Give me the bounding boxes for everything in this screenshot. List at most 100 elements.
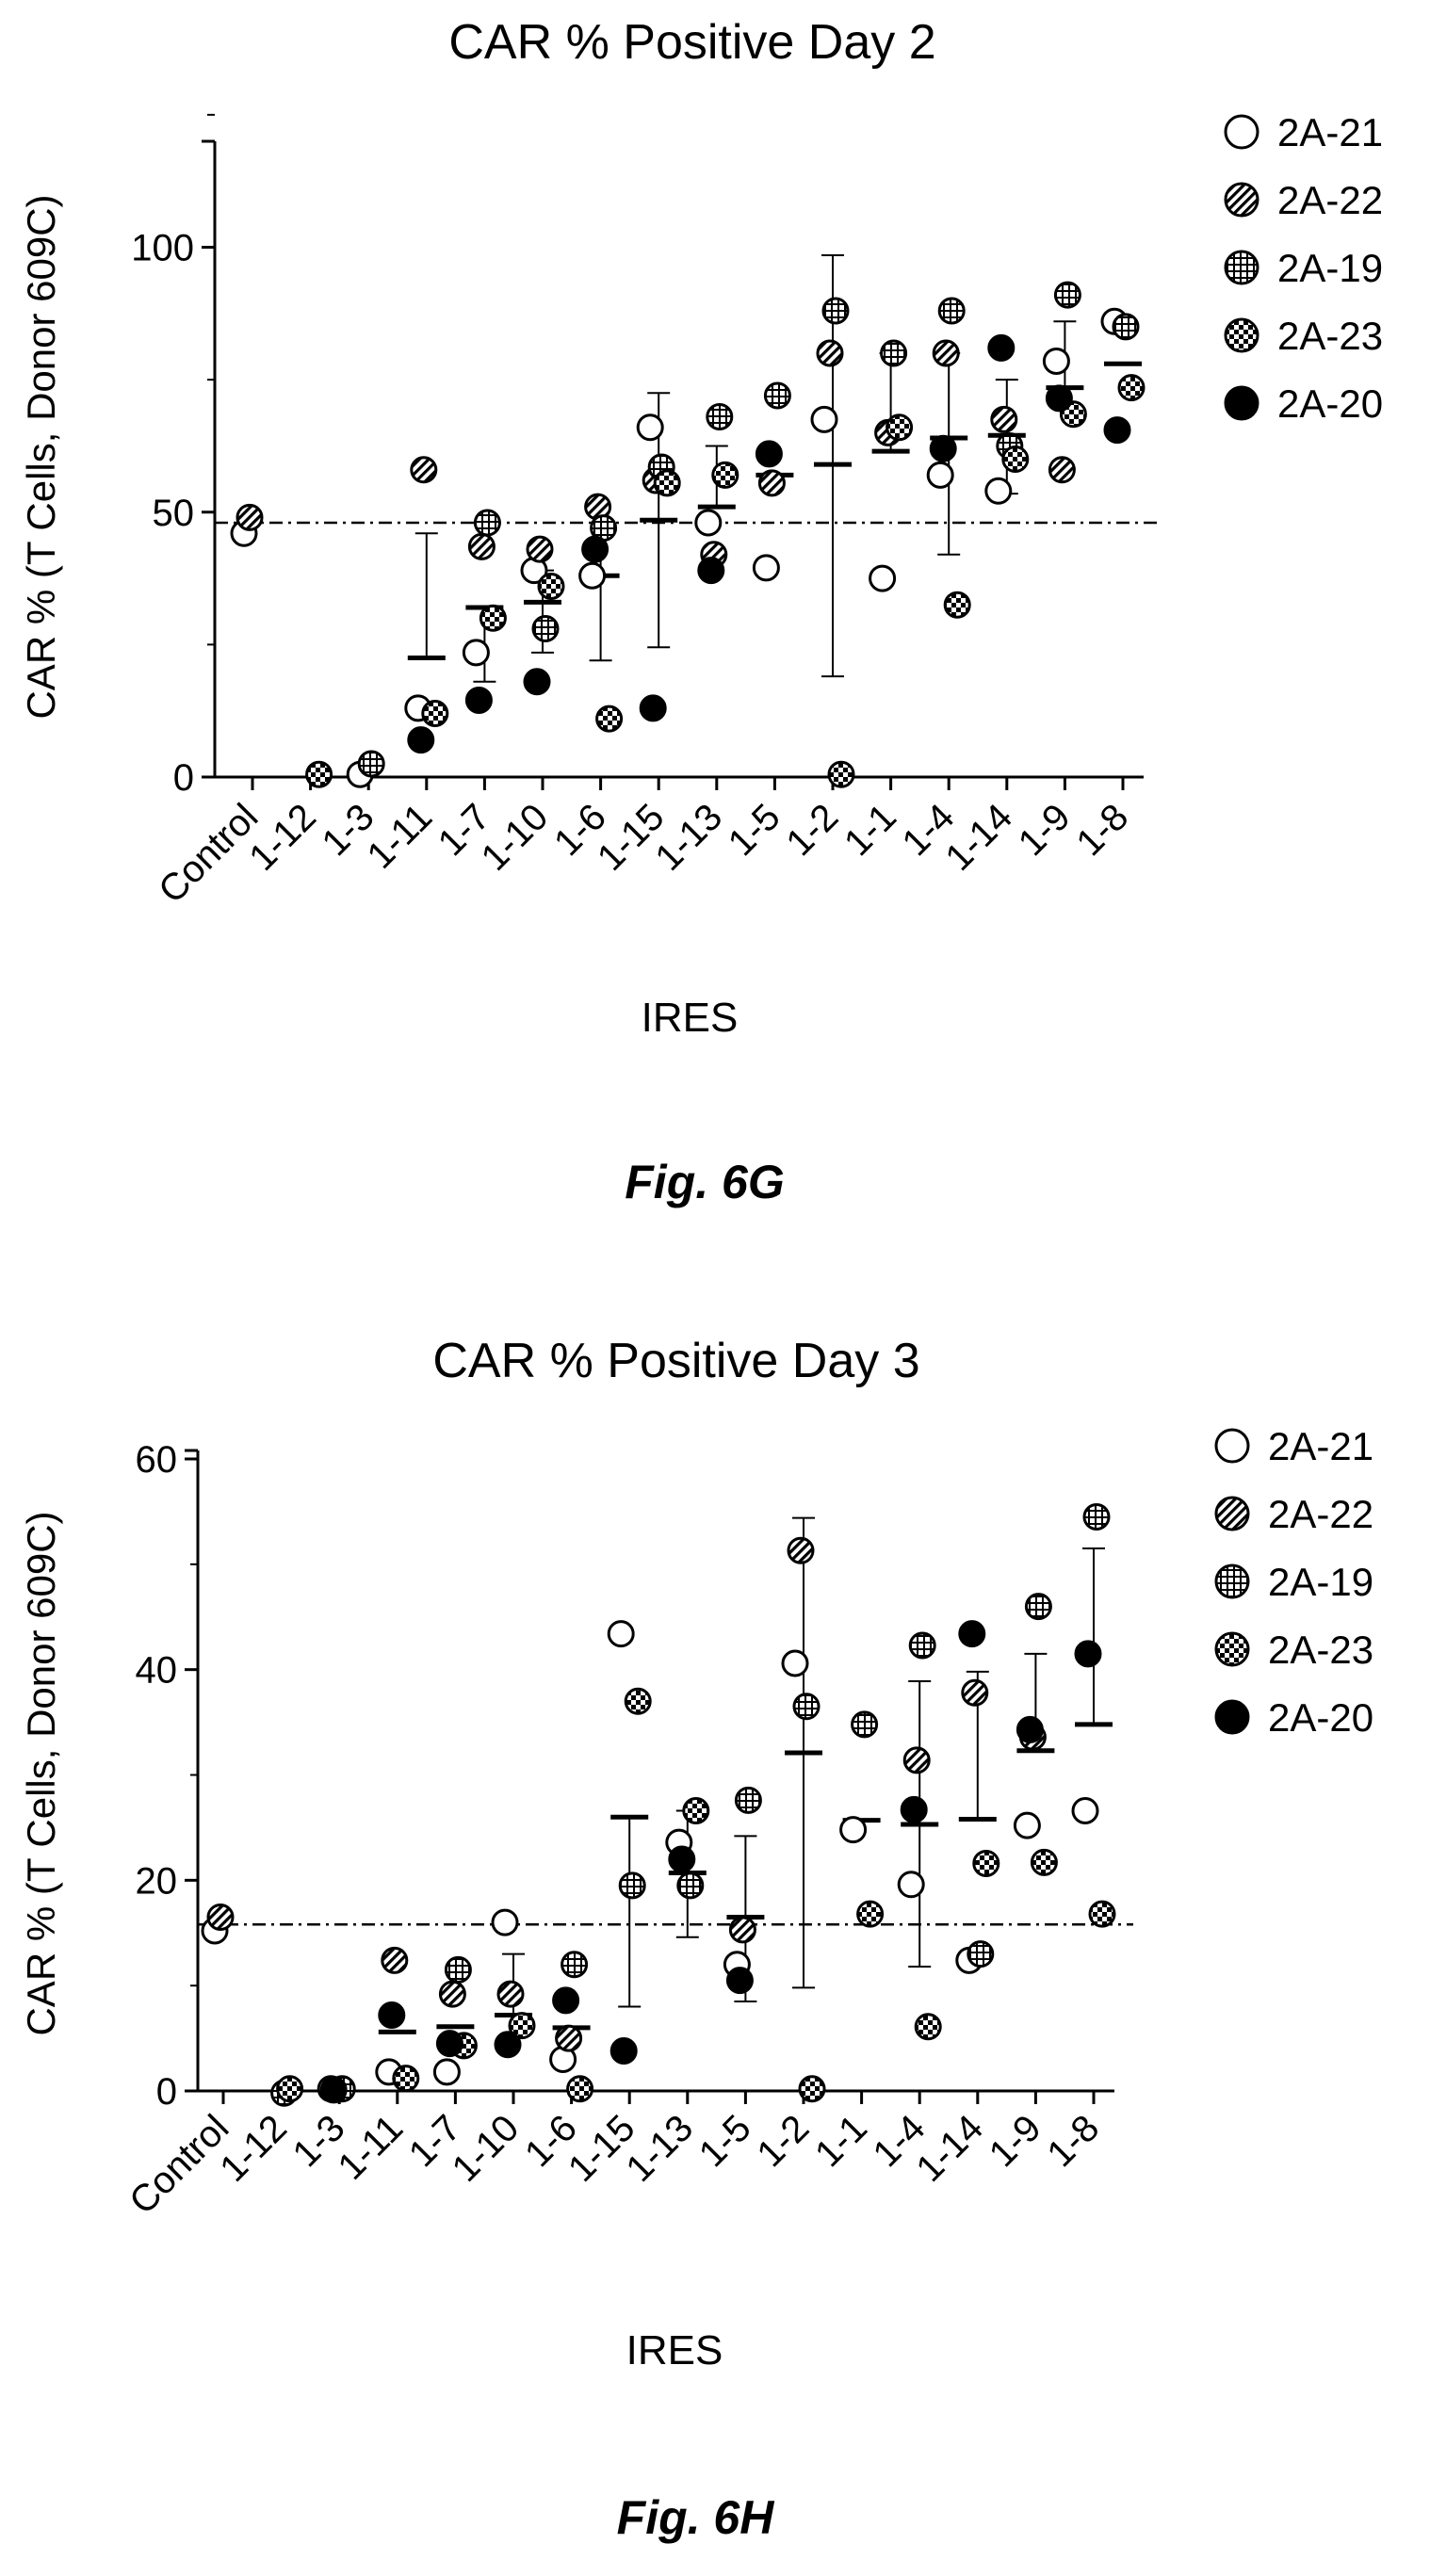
x-tick-label: 1-2: [749, 2107, 817, 2175]
data-point-2A-22: [757, 469, 786, 497]
x-tick-label: 1-13: [618, 2107, 701, 2190]
figure-label-6g: Fig. 6G: [625, 1156, 784, 1208]
data-point-2A-21: [607, 1620, 635, 1648]
data-point-2A-23: [653, 469, 681, 497]
data-point-2A-21: [810, 405, 838, 433]
x-tick-label: 1-5: [721, 796, 788, 864]
data-point-2A-19: [1082, 1503, 1111, 1531]
data-point-2A-22: [961, 1678, 989, 1707]
data-point-2A-21: [462, 639, 490, 667]
data-point-2A-19: [734, 1786, 762, 1814]
data-point-2A-19: [357, 750, 385, 778]
data-point-2A-21: [984, 477, 1013, 505]
data-point-2A-23: [1001, 446, 1030, 473]
data-point-2A-20: [378, 2001, 406, 2029]
data-point-2A-23: [479, 604, 507, 632]
plot-day2: 050100Control1-121-31-111-71-101-61-151-…: [131, 110, 1383, 912]
x-tick-label: 1-10: [445, 2107, 528, 2190]
data-point-2A-22: [381, 1946, 409, 1974]
y-axis-label-day3: CAR % (T Cells, Donor 609C): [19, 1511, 63, 2035]
data-point-2A-21: [1013, 1811, 1041, 1839]
data-point-2A-23: [914, 2013, 942, 2041]
data-point-2A-20: [494, 2031, 522, 2059]
data-point-2A-23: [276, 2075, 304, 2103]
legend-label-2A-23: 2A-23: [1268, 1628, 1373, 1672]
data-point-2A-22: [1048, 456, 1076, 484]
x-tick-label: 1-1: [837, 796, 904, 864]
data-point-2A-22: [990, 405, 1018, 433]
data-point-2A-22: [206, 1903, 235, 1931]
data-point-2A-21: [869, 564, 897, 592]
data-point-2A-22: [410, 456, 438, 484]
data-point-2A-20: [609, 2037, 638, 2066]
data-point-2A-23: [305, 760, 333, 788]
data-point-2A-19: [908, 1631, 936, 1660]
data-point-2A-21: [926, 461, 954, 489]
legend-marker-2A-22: [1224, 182, 1259, 218]
data-point-2A-19: [531, 615, 560, 642]
data-point-2A-23: [421, 700, 449, 727]
x-tick-label: 1-9: [982, 2107, 1049, 2175]
data-point-2A-20: [900, 1795, 928, 1823]
data-point-2A-23: [566, 2075, 594, 2103]
figure-label-6h: Fig. 6H: [617, 2491, 775, 2544]
data-point-2A-19: [676, 1871, 705, 1900]
legend-marker-2A-19: [1214, 1563, 1250, 1599]
y-tick-label: 40: [136, 1650, 178, 1692]
legend-marker-2A-23: [1214, 1631, 1250, 1667]
data-point-2A-19: [706, 403, 734, 430]
data-point-2A-23: [798, 2075, 826, 2103]
data-point-2A-21: [897, 1871, 925, 1899]
data-point-2A-19: [851, 1710, 879, 1739]
data-point-2A-22: [555, 2024, 583, 2052]
x-tick-label: 1-14: [908, 2107, 991, 2190]
data-point-2A-20: [407, 726, 435, 754]
data-point-2A-21: [839, 1816, 868, 1844]
data-point-2A-23: [682, 1797, 710, 1825]
data-point-2A-21: [781, 1649, 809, 1677]
data-point-2A-22: [816, 339, 844, 367]
data-point-2A-23: [1088, 1900, 1116, 1928]
data-point-2A-20: [668, 1845, 696, 1873]
data-point-2A-19: [967, 1940, 995, 1968]
data-point-2A-19: [1024, 1593, 1052, 1621]
data-point-2A-20: [1103, 416, 1131, 445]
data-point-2A-20: [987, 333, 1016, 362]
data-point-2A-23: [392, 2065, 420, 2093]
data-point-2A-23: [711, 461, 739, 489]
legend-label-2A-20: 2A-20: [1268, 1695, 1373, 1740]
data-point-2A-21: [1042, 347, 1070, 375]
x-tick-label: 1-13: [647, 796, 730, 879]
chart-title-day2: CAR % Positive Day 2: [448, 15, 935, 70]
legend-marker-2A-20: [1214, 1699, 1250, 1735]
legend-label-2A-20: 2A-20: [1277, 381, 1383, 426]
data-point-2A-23: [886, 413, 914, 442]
x-tick-label: 1-11: [360, 796, 441, 877]
data-point-2A-19: [821, 297, 850, 325]
y-tick-label: 20: [136, 1860, 178, 1902]
data-point-2A-19: [792, 1693, 821, 1721]
legend-label-2A-22: 2A-22: [1277, 178, 1383, 222]
data-point-2A-22: [728, 1916, 756, 1944]
data-point-2A-22: [902, 1746, 931, 1774]
data-point-2A-20: [639, 694, 667, 722]
legend-label-2A-21: 2A-21: [1268, 1424, 1373, 1468]
data-point-2A-20: [319, 2076, 348, 2104]
data-point-2A-23: [508, 2012, 536, 2040]
data-point-2A-22: [236, 503, 264, 531]
data-point-2A-20: [958, 1620, 986, 1648]
y-tick-label: 50: [153, 493, 195, 534]
legend-marker-2A-21: [1224, 114, 1259, 150]
data-point-2A-23: [827, 760, 855, 788]
data-point-2A-21: [1071, 1797, 1099, 1825]
x-tick-label: 1-11: [331, 2107, 412, 2188]
y-tick-label: 0: [156, 2071, 177, 2113]
data-point-2A-21: [636, 413, 664, 442]
data-point-2A-21: [752, 554, 780, 582]
x-tick-label: 1-9: [1011, 796, 1079, 864]
data-point-2A-23: [972, 1849, 1000, 1877]
legend-label-2A-19: 2A-19: [1277, 246, 1383, 290]
legend-label-2A-22: 2A-22: [1268, 1492, 1373, 1536]
legend-label-2A-21: 2A-21: [1277, 110, 1383, 154]
